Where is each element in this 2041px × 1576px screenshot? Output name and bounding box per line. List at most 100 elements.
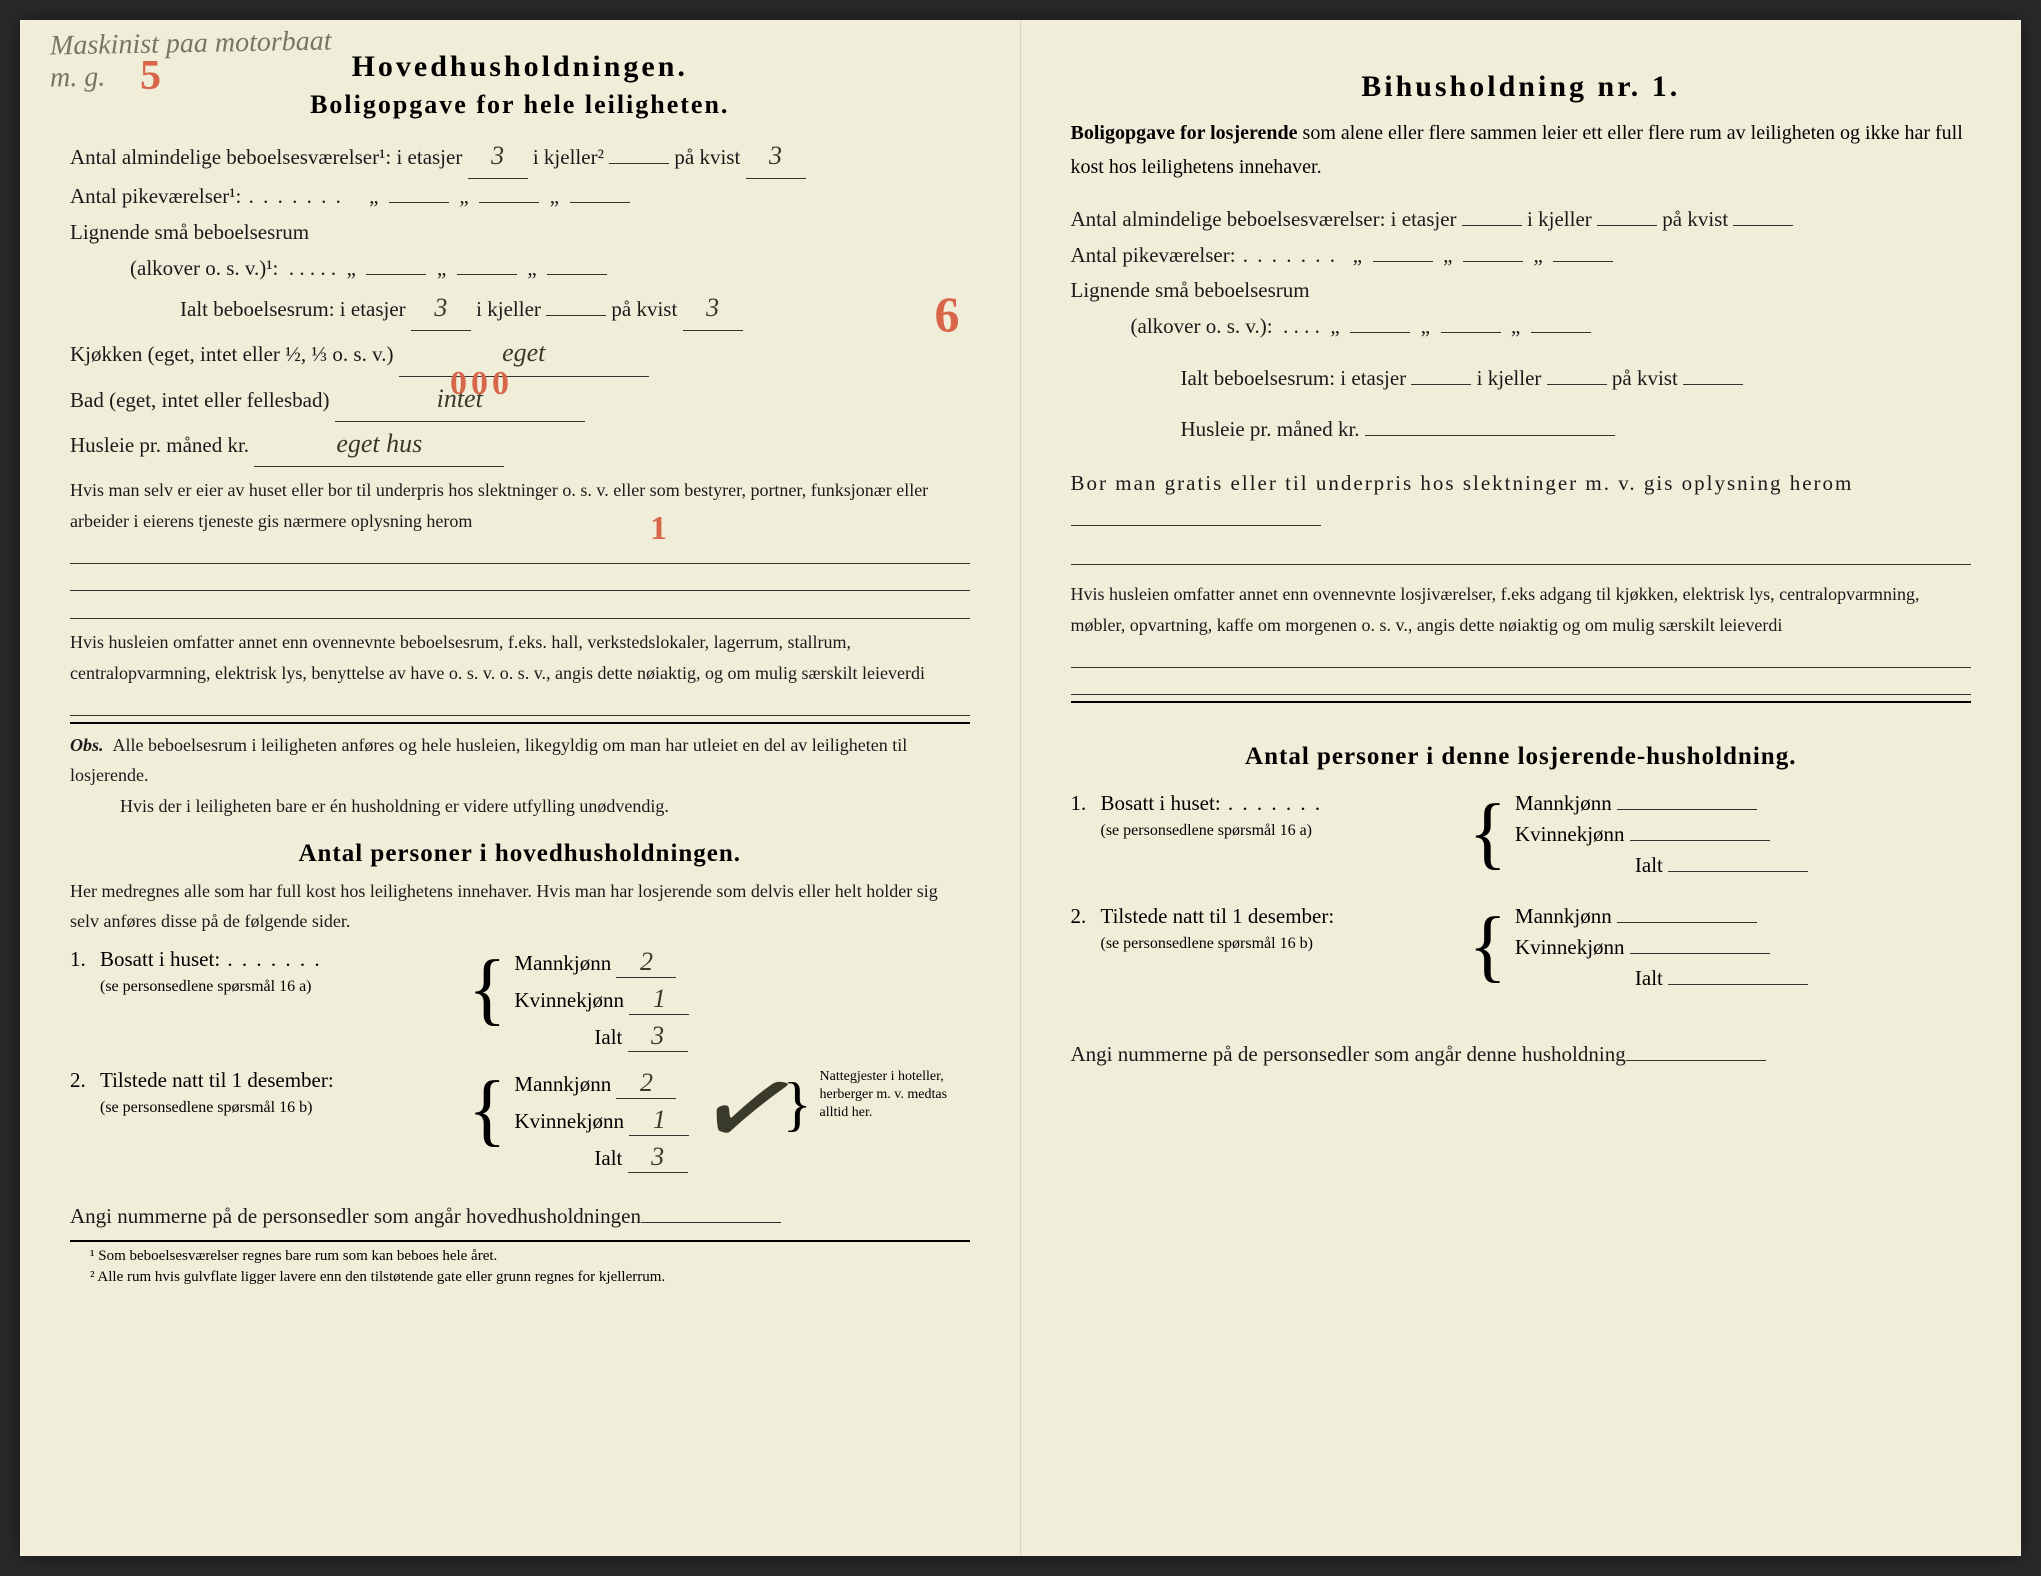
blank bbox=[1617, 922, 1757, 923]
row-lignende: Lignende små beboelsesrum (alkover o. s.… bbox=[1071, 273, 1972, 344]
num: 2. bbox=[70, 1068, 100, 1093]
val-kjeller bbox=[609, 163, 669, 164]
num: 2. bbox=[1071, 904, 1101, 929]
obs-block: Obs. Alle beboelsesrum i leiligheten anf… bbox=[70, 730, 970, 822]
label: Antal almindelige beboelsesværelser¹: i … bbox=[70, 145, 462, 169]
person-row-1: 1. Bosatt i huset: (se personsedlene spø… bbox=[1071, 791, 1972, 884]
text: Tilstede natt til 1 desember: bbox=[100, 1068, 334, 1092]
label: Tilstede natt til 1 desember: (se person… bbox=[1101, 904, 1461, 954]
rule bbox=[70, 690, 970, 716]
rule bbox=[70, 566, 970, 592]
blank bbox=[389, 202, 449, 203]
label: på kvist bbox=[1612, 366, 1678, 390]
row-ialt: Ialt beboelsesrum: i etasjer 3 i kjeller… bbox=[70, 286, 970, 331]
blank bbox=[1373, 261, 1433, 262]
left-subtitle: Boligopgave for hele leiligheten. bbox=[70, 90, 970, 120]
text: Bor man gratis eller til underpris hos s… bbox=[1071, 471, 1854, 495]
rule bbox=[1071, 670, 1972, 696]
label: Tilstede natt til 1 desember: (se person… bbox=[100, 1068, 460, 1118]
blank bbox=[1350, 332, 1410, 333]
label: i kjeller bbox=[1527, 207, 1592, 231]
blank bbox=[1071, 525, 1321, 526]
blank bbox=[1733, 225, 1793, 226]
row-husleie: Husleie pr. måned kr. bbox=[1071, 412, 1972, 448]
blank bbox=[1441, 332, 1501, 333]
kvinne-label: Kvinnekjønn bbox=[1515, 822, 1625, 846]
rule bbox=[70, 538, 970, 564]
brace-icon: { bbox=[468, 965, 506, 1013]
rule bbox=[1071, 540, 1972, 566]
blank bbox=[1683, 384, 1743, 385]
rule-thick bbox=[1071, 701, 1972, 703]
red-mark-000: 000 bbox=[450, 365, 513, 403]
num: 1. bbox=[70, 947, 100, 972]
brace-icon: { bbox=[1469, 809, 1507, 857]
kvinne-label: Kvinnekjønn bbox=[1515, 935, 1625, 959]
handwritten-occupation: Maskinist paa motorbaat bbox=[50, 26, 332, 63]
label: Antal almindelige beboelsesværelser: i e… bbox=[1071, 207, 1457, 231]
blank bbox=[547, 274, 607, 275]
sub: (se personsedlene spørsmål 16 b) bbox=[1101, 935, 1313, 952]
blank bbox=[1668, 984, 1808, 985]
para-husleie-extra: Hvis husleien omfatter annet enn ovennev… bbox=[70, 627, 970, 688]
val: 3 bbox=[411, 286, 471, 331]
label: Antal pikeværelser: bbox=[1071, 243, 1338, 267]
intro-bold: Boligopgave for losjerende bbox=[1071, 122, 1298, 144]
label: i kjeller² bbox=[533, 145, 604, 169]
blank bbox=[1668, 871, 1808, 872]
row-pike: Antal pikeværelser: „ „ „ bbox=[1071, 238, 1972, 274]
blank bbox=[479, 202, 539, 203]
blank bbox=[1531, 332, 1591, 333]
val: 3 bbox=[683, 286, 743, 331]
mann-label: Mannkjønn bbox=[1515, 791, 1612, 815]
side-note: Nattegjester i hoteller, herberger m. v.… bbox=[820, 1068, 970, 1123]
brace-icon: { bbox=[1469, 922, 1507, 970]
persons-heading: Antal personer i hovedhusholdningen. bbox=[70, 840, 970, 868]
label: Bosatt i huset: (se personsedlene spørsm… bbox=[1101, 791, 1461, 841]
label: Antal pikeværelser¹: bbox=[70, 184, 343, 208]
label: på kvist bbox=[1662, 207, 1728, 231]
blank bbox=[457, 274, 517, 275]
blank bbox=[570, 202, 630, 203]
sub: (se personsedlene spørsmål 16 a) bbox=[1101, 822, 1313, 839]
label: i kjeller bbox=[1477, 366, 1542, 390]
blank bbox=[1630, 953, 1770, 954]
red-mark-1: 1 bbox=[650, 510, 667, 548]
val-etasjer: 3 bbox=[468, 134, 528, 179]
person-row-2: 2. Tilstede natt til 1 desember: (se per… bbox=[1071, 904, 1972, 997]
persons-intro: Her medregnes alle som har full kost hos… bbox=[70, 876, 970, 937]
row-husleie: Husleie pr. måned kr. eget hus bbox=[70, 422, 970, 467]
label: Bosatt i huset: (se personsedlene spørsm… bbox=[100, 947, 460, 997]
row-ialt: Ialt beboelsesrum: i etasjer i kjeller p… bbox=[1071, 361, 1972, 397]
label: Lignende små beboelsesrum bbox=[70, 220, 309, 244]
text: Bosatt i huset: bbox=[1101, 791, 1323, 815]
kvinne-label: Kvinnekjønn bbox=[514, 1109, 624, 1133]
label: på kvist bbox=[611, 297, 677, 321]
para-extra: Hvis husleien omfatter annet enn ovennev… bbox=[1071, 579, 1972, 640]
handwritten-mg: m. g. bbox=[50, 62, 106, 95]
angi-label: Angi nummerne på de personsedler som ang… bbox=[70, 1204, 641, 1228]
ialt-label: Ialt bbox=[594, 1146, 622, 1170]
val: 3 bbox=[628, 1142, 688, 1173]
mann-label: Mannkjønn bbox=[514, 1072, 611, 1096]
row-kjokken: Kjøkken (eget, intet eller ½, ⅓ o. s. v.… bbox=[70, 331, 970, 376]
val-kvist: 3 bbox=[746, 134, 806, 179]
para-gratis: Bor man gratis eller til underpris hos s… bbox=[1071, 466, 1972, 537]
blank bbox=[1630, 840, 1770, 841]
mann-label: Mannkjønn bbox=[514, 951, 611, 975]
text: Tilstede natt til 1 desember: bbox=[1101, 904, 1335, 928]
blank bbox=[1553, 261, 1613, 262]
vals: Mannkjønn Kvinnekjønn Ialt bbox=[1515, 904, 1971, 997]
angi-row: Angi nummerne på de personsedler som ang… bbox=[1071, 1037, 1972, 1073]
blank bbox=[1463, 261, 1523, 262]
person-row-1: 1. Bosatt i huset: (se personsedlene spø… bbox=[70, 947, 970, 1058]
val: 2 bbox=[616, 947, 676, 978]
val: 2 bbox=[616, 1068, 676, 1099]
obs-label: Obs. bbox=[70, 735, 104, 755]
val: eget hus bbox=[254, 422, 504, 467]
census-form-page: Maskinist paa motorbaat m. g. 5 6 000 1 … bbox=[20, 20, 2021, 1556]
sub: (se personsedlene spørsmål 16 a) bbox=[100, 978, 312, 995]
row-pikevaerelser: Antal pikeværelser¹: „ „ „ bbox=[70, 179, 970, 215]
blank bbox=[1597, 225, 1657, 226]
row-bad: Bad (eget, intet eller fellesbad) intet bbox=[70, 377, 970, 422]
